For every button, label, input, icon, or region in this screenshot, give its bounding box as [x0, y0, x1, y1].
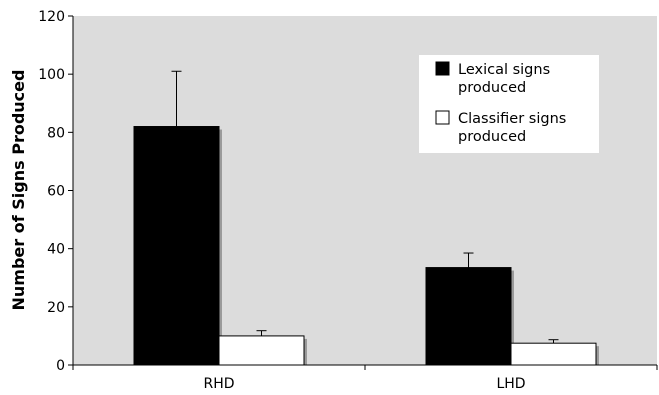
bar-lexical — [133, 126, 220, 366]
bar-classifier — [218, 335, 305, 366]
legend-label-classifier-line1: Classifier signs — [458, 111, 566, 127]
y-tick-label: 40 — [47, 242, 65, 258]
y-axis-label: Number of Signs Produced — [9, 70, 28, 311]
y-tick-label: 60 — [47, 184, 65, 200]
x-tick-label: LHD — [496, 376, 525, 392]
y-tick-label: 80 — [47, 125, 65, 141]
error-bars-group — [171, 70, 559, 344]
bar-lexical — [425, 267, 512, 366]
legend-label-lexical-line2: produced — [458, 80, 526, 96]
legend-swatch-lexical — [435, 61, 450, 76]
legend: Lexical signs produced Classifier signs … — [419, 55, 599, 153]
x-ticks-group: RHD LHD — [72, 365, 658, 392]
bar-classifier — [510, 342, 597, 366]
y-tick-label: 0 — [56, 358, 65, 374]
y-tick-label: 120 — [38, 9, 65, 25]
y-tick-label: 20 — [47, 300, 65, 316]
legend-label-classifier-line2: produced — [458, 129, 526, 145]
y-tick-label: 100 — [38, 67, 65, 83]
x-tick-label: RHD — [203, 376, 234, 392]
bars-group — [133, 126, 599, 366]
y-ticks-group: 0 20 40 60 80 100 120 — [38, 9, 73, 374]
legend-label-lexical-line1: Lexical signs — [458, 62, 550, 78]
legend-swatch-classifier — [435, 110, 450, 125]
